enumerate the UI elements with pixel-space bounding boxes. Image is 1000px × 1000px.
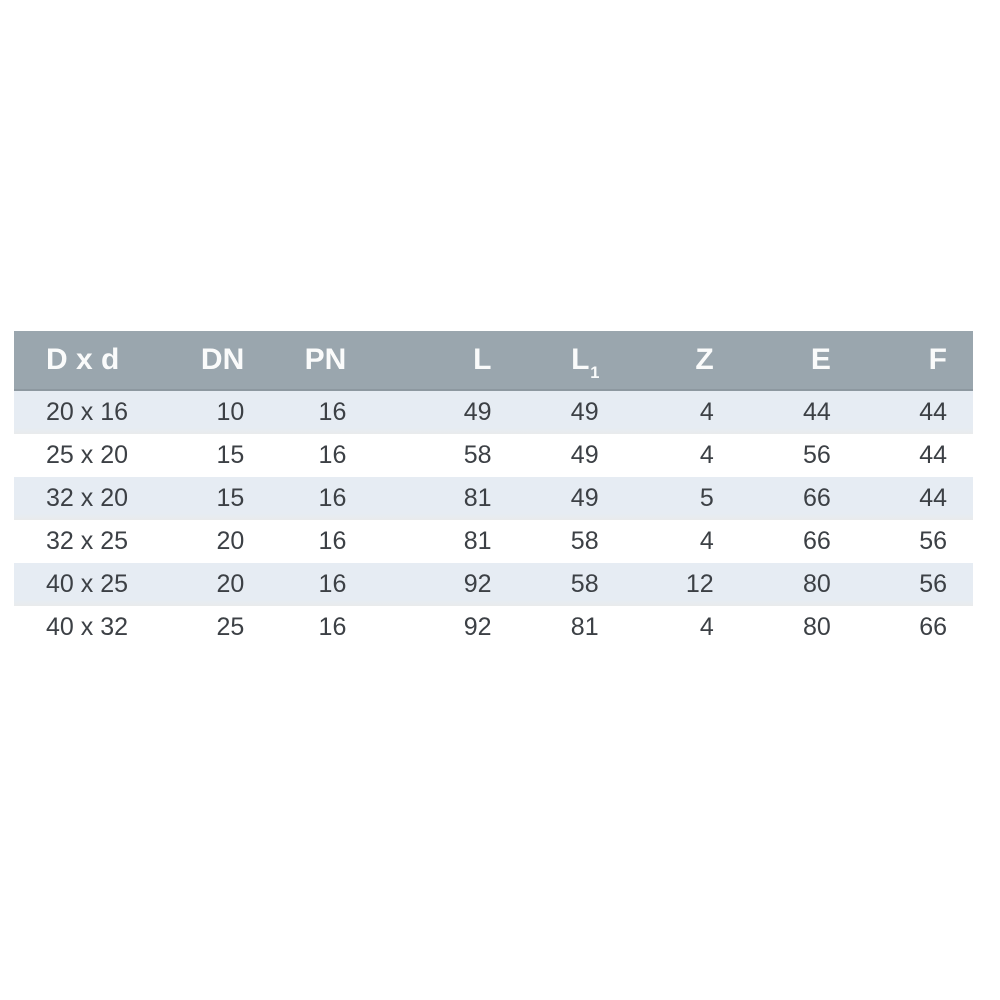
column-header-z: Z [624,331,740,391]
column-header-l1: L1 [517,331,625,391]
table-row: 25 x 20 15 16 58 49 4 56 44 [14,434,973,477]
cell-l1: 58 [570,527,599,555]
cell-l: 92 [463,570,492,598]
cell-e: 44 [803,398,831,426]
cell-z: 5 [699,484,714,512]
cell-pn: 16 [318,613,347,641]
cell-l1: 49 [570,484,599,512]
cell-dxd: 32 x 25 [46,527,129,555]
dimension-spec-table: D x d DN PN L L1 Z E F 20 x 16 10 16 49 49 4 44 44 25 x… [14,331,973,649]
column-header-subscript: 1 [590,363,600,382]
cell-pn: 16 [318,484,347,512]
column-header-f: F [856,331,973,391]
cell-pn: 16 [318,441,347,469]
table-row: 20 x 16 10 16 49 49 4 44 44 [14,390,973,434]
cell-dxd: 20 x 16 [46,398,129,426]
cell-e: 56 [803,441,831,469]
table-row: 32 x 20 15 16 81 49 5 66 44 [14,477,973,520]
cell-pn: 16 [318,527,347,555]
cell-dn: 15 [216,484,245,512]
cell-l: 81 [463,484,492,512]
header-row: D x d DN PN L L1 Z E F [14,331,973,391]
table-body: 20 x 16 10 16 49 49 4 44 44 25 x 20 15 16 58 49 4 56 44… [14,390,973,649]
cell-l1: 81 [570,613,599,641]
table-header: D x d DN PN L L1 Z E F [14,331,973,391]
cell-dxd: 40 x 25 [46,570,129,598]
cell-f: 44 [919,484,947,512]
cell-dn: 20 [216,570,245,598]
cell-l: 92 [463,613,492,641]
cell-f: 44 [919,441,947,469]
table-row: 40 x 25 20 16 92 58 12 80 56 [14,563,973,606]
cell-z: 4 [699,441,714,469]
cell-l: 49 [463,398,492,426]
column-header-dxd: D x d [14,331,165,391]
cell-l1: 49 [570,441,599,469]
column-header-l: L [372,331,518,391]
cell-l1: 49 [570,398,599,426]
cell-dn: 10 [216,398,245,426]
cell-l: 58 [463,441,492,469]
cell-f: 56 [919,527,947,555]
cell-l1: 58 [570,570,599,598]
cell-e: 66 [803,484,831,512]
cell-pn: 16 [318,398,347,426]
table-row: 40 x 32 25 16 92 81 4 80 66 [14,606,973,649]
column-header-dn: DN [164,331,271,391]
cell-f: 56 [919,570,947,598]
cell-f: 66 [919,613,947,641]
table-row: 32 x 25 20 16 81 58 4 66 56 [14,520,973,563]
cell-z: 4 [699,527,714,555]
cell-f: 44 [919,398,947,426]
cell-dxd: 32 x 20 [46,484,129,512]
cell-pn: 16 [318,570,347,598]
cell-z: 4 [699,613,714,641]
cell-dxd: 40 x 32 [46,613,129,641]
cell-z: 4 [699,398,714,426]
cell-l: 81 [463,527,492,555]
cell-dn: 15 [216,441,245,469]
cell-dn: 20 [216,527,245,555]
column-header-e: E [739,331,857,391]
cell-z: 12 [685,570,714,598]
cell-e: 80 [803,613,831,641]
cell-dn: 25 [216,613,245,641]
cell-e: 80 [803,570,831,598]
column-header-pn: PN [270,331,373,391]
cell-e: 66 [803,527,831,555]
cell-dxd: 25 x 20 [46,441,129,469]
